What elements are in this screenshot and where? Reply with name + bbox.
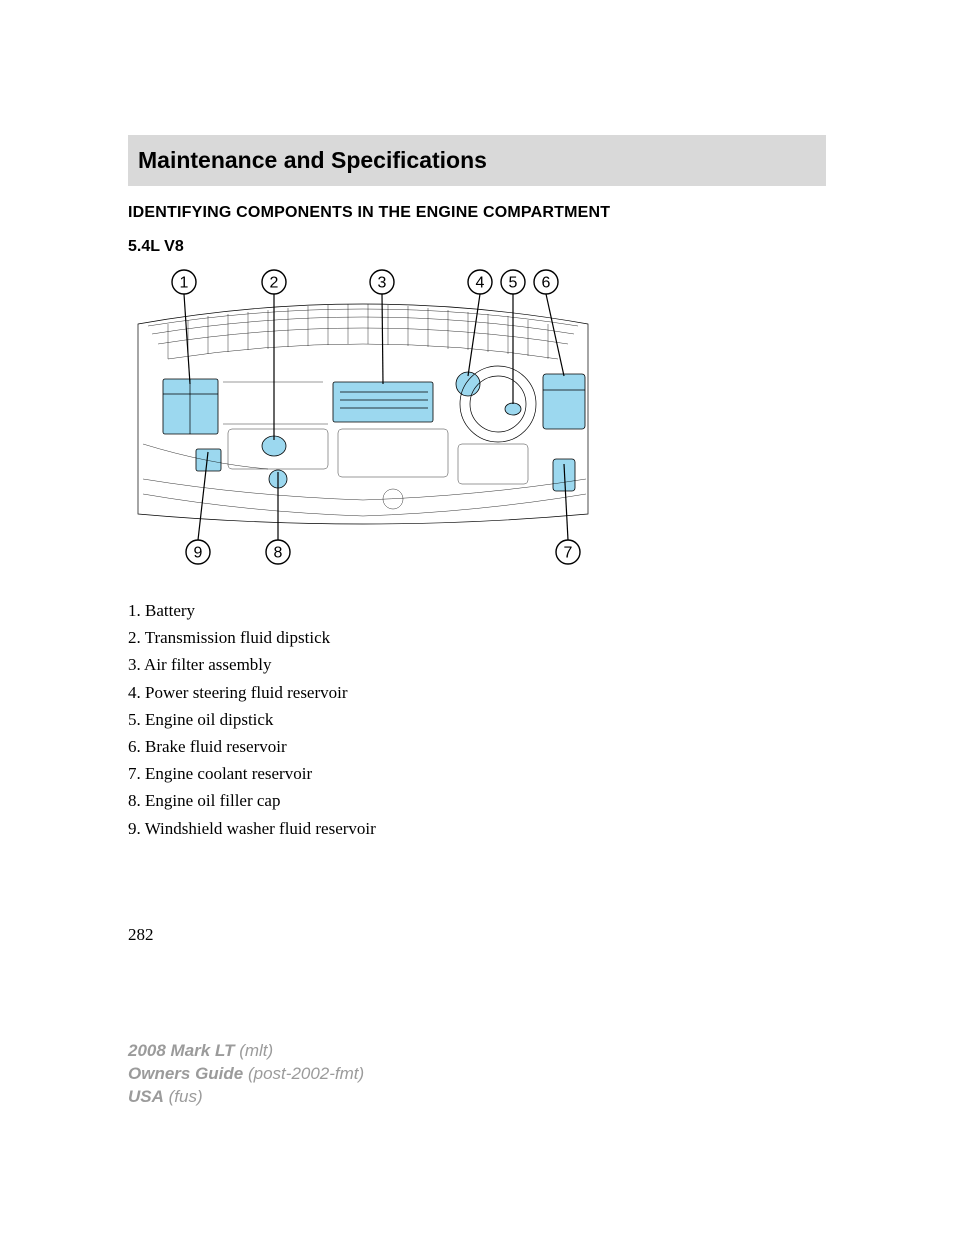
footer-guide: Owners Guide (128, 1064, 243, 1083)
legend-item: 4. Power steering fluid reservoir (128, 679, 826, 706)
legend-item: 1. Battery (128, 597, 826, 624)
section-header: Maintenance and Specifications (128, 135, 826, 186)
callout-7: 7 (556, 540, 580, 564)
callout-1: 1 (172, 270, 196, 294)
footer-region-code: (fus) (169, 1087, 203, 1106)
callout-5: 5 (501, 270, 525, 294)
callout-6: 6 (534, 270, 558, 294)
callout-4: 4 (468, 270, 492, 294)
document-footer: 2008 Mark LT (mlt) Owners Guide (post-20… (128, 1040, 364, 1109)
legend-item: 6. Brake fluid reservoir (128, 733, 826, 760)
svg-text:1: 1 (180, 275, 189, 292)
footer-model-code: (mlt) (239, 1041, 273, 1060)
legend-item: 5. Engine oil dipstick (128, 706, 826, 733)
svg-text:5: 5 (509, 275, 518, 292)
callout-8: 8 (266, 540, 290, 564)
svg-text:9: 9 (194, 545, 203, 562)
svg-text:8: 8 (274, 545, 283, 562)
legend-item: 8. Engine oil filler cap (128, 787, 826, 814)
legend-item: 9. Windshield washer fluid reservoir (128, 815, 826, 842)
svg-text:7: 7 (564, 545, 573, 562)
callout-3: 3 (370, 270, 394, 294)
svg-text:4: 4 (476, 275, 485, 292)
legend-item: 3. Air filter assembly (128, 651, 826, 678)
footer-model: 2008 Mark LT (128, 1041, 234, 1060)
legend-list: 1. Battery2. Transmission fluid dipstick… (128, 597, 826, 842)
svg-text:3: 3 (378, 275, 387, 292)
callout-2: 2 (262, 270, 286, 294)
section-title: Maintenance and Specifications (138, 147, 487, 173)
legend-item: 7. Engine coolant reservoir (128, 760, 826, 787)
footer-region: USA (128, 1087, 164, 1106)
callout-9: 9 (186, 540, 210, 564)
svg-text:2: 2 (270, 275, 279, 292)
subheading: IDENTIFYING COMPONENTS IN THE ENGINE COM… (128, 204, 826, 222)
legend-item: 2. Transmission fluid dipstick (128, 624, 826, 651)
svg-text:6: 6 (542, 275, 551, 292)
engine-label: 5.4L V8 (128, 238, 826, 256)
engine-diagram: 1 2 3 4 5 6 9 8 7 (128, 264, 598, 579)
page-number: 282 (128, 925, 154, 945)
footer-guide-code: (post-2002-fmt) (248, 1064, 364, 1083)
